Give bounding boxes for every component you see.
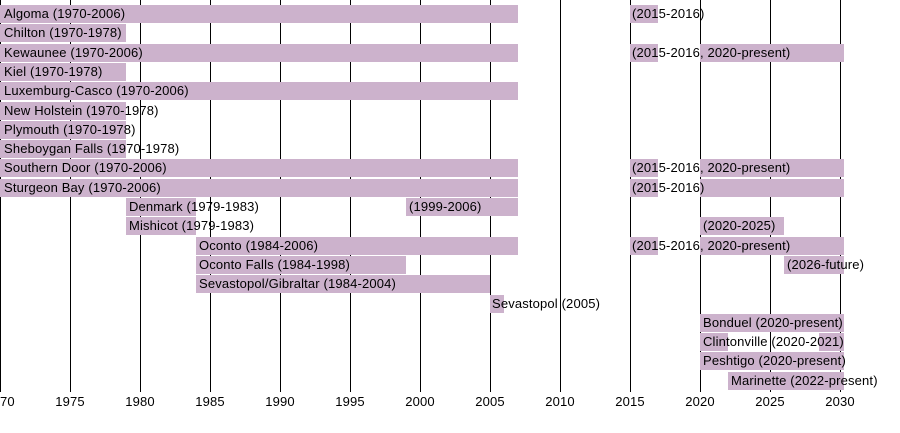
timeline-bar-southern-door (630, 159, 658, 178)
timeline-label: (2015-2016) (632, 6, 705, 21)
gridline-2010 (559, 0, 561, 392)
timeline-bar-mishicot (126, 217, 196, 236)
timeline-bar-new-holstein (0, 101, 126, 120)
timeline-label: Sturgeon Bay (1970-2006) (4, 179, 161, 195)
timeline-label: Sevastopol/Gibraltar (1984-2004) (199, 276, 397, 292)
timeline-bar-marinette (728, 371, 844, 390)
timeline-label: (1999-2006) (409, 199, 482, 214)
timeline-bar-algoma (0, 5, 518, 23)
timeline-bar-southern-door (700, 159, 844, 178)
timeline-label: Kewaunee (1970-2006) (4, 44, 143, 60)
axis-tick-label: 2015 (615, 394, 645, 409)
timeline-bar-sevastopol (490, 294, 504, 313)
axis-tick-label: 2020 (685, 394, 715, 409)
axis-tick-label: 2030 (825, 394, 855, 409)
timeline-bar-oconto-falls (196, 255, 406, 274)
timeline-bar-plymouth (0, 120, 126, 139)
timeline-label: (2015-2016) (632, 179, 705, 195)
timeline-label: Kiel (1970-1978) (4, 63, 103, 79)
axis-tick-label: 1985 (195, 394, 225, 409)
timeline-bar-chilton (0, 24, 126, 43)
timeline-bar-sheboygan-falls (0, 140, 126, 159)
timeline-bar-algoma (630, 5, 658, 23)
timeline-bar-oconto (196, 236, 518, 255)
axis-tick-label: 2000 (405, 394, 435, 409)
timeline-bar-bonduel (700, 313, 844, 332)
timeline-bar-denmark (406, 198, 518, 216)
timeline-label: Mishicot (1979-1983) (129, 218, 255, 234)
timeline-bar-sturgeon-bay (0, 178, 518, 197)
timeline-bar-kewaunee (630, 43, 658, 62)
timeline-bar-clintonville (819, 333, 844, 352)
timeline-label: Oconto (1984-2006) (199, 237, 319, 253)
timeline-bar-sturgeon-bay (700, 178, 844, 197)
timeline-label: New Holstein (1970-1978) (4, 102, 159, 118)
axis-tick-label: 1995 (335, 394, 365, 409)
timeline-bar-sevastopol-gibraltar (196, 275, 490, 294)
timeline-label: (2020-2025) (703, 218, 776, 234)
timeline-label: Sheboygan Falls (1970-1978) (4, 141, 180, 157)
axis-tick-label: 1990 (265, 394, 295, 409)
timeline-bar-mishicot (700, 217, 784, 236)
timeline-bar-peshtigo (700, 352, 844, 371)
timeline-label: (2015-2016, 2020-present) (632, 237, 791, 253)
timeline-label: (2015-2016, 2020-present) (632, 44, 791, 60)
timeline-bar-luxemburg-casco (0, 82, 518, 101)
timeline-label: Oconto Falls (1984-1998) (199, 256, 351, 272)
timeline-label: Denmark (1979-1983) (129, 199, 260, 214)
timeline-bar-oconto (700, 236, 844, 255)
axis-tick-label: 2010 (545, 394, 575, 409)
timeline-bar-kewaunee (0, 43, 518, 62)
timeline-label: Peshtigo (2020-present) (703, 353, 846, 369)
axis-tick-label: 2005 (475, 394, 505, 409)
axis-tick-label: 1970 (0, 394, 15, 409)
timeline-bar-sturgeon-bay (630, 178, 658, 197)
timeline-bar-oconto-falls (784, 255, 844, 274)
timeline-label: Plymouth (1970-1978) (4, 121, 136, 137)
timeline-label: Southern Door (1970-2006) (4, 160, 167, 176)
timeline-bar-southern-door (0, 159, 518, 178)
timeline-label: Sevastopol (2005) (492, 295, 601, 311)
timeline-bar-oconto (630, 236, 658, 255)
timeline-label: (2015-2016, 2020-present) (632, 160, 791, 176)
timeline-label: Algoma (1970-2006) (4, 6, 126, 21)
axis-tick-label: 1980 (125, 394, 155, 409)
timeline-label: Chilton (1970-1978) (4, 25, 122, 41)
axis-tick-label: 1975 (55, 394, 85, 409)
timeline-label: (2026-future) (787, 256, 865, 272)
timeline-bar-kiel (0, 62, 126, 81)
timeline-label: Bonduel (2020-present) (703, 314, 843, 330)
timeline-label: Marinette (2022-present) (731, 372, 878, 388)
timeline-bar-clintonville (700, 333, 728, 352)
axis-tick-label: 2025 (755, 394, 785, 409)
timeline-bar-denmark (126, 198, 196, 216)
timeline-label: Clintonville (2020-2021) (703, 334, 844, 350)
timeline-bar-kewaunee (700, 43, 844, 62)
timeline-label: Luxemburg-Casco (1970-2006) (4, 83, 189, 99)
